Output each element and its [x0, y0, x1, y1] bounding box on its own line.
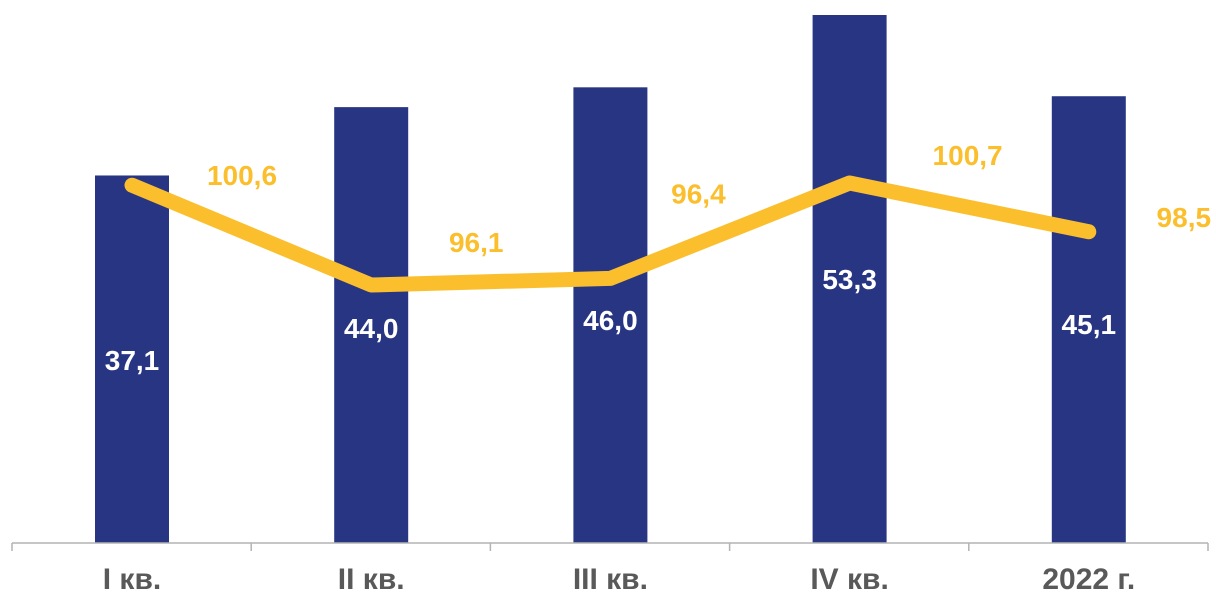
bar-value-label: 45,1 — [1062, 309, 1117, 340]
bar-data-labels: 37,1 44,0 46,0 53,3 45,1 — [105, 264, 1116, 376]
line-value-label: 98,5 — [1157, 202, 1212, 233]
bar — [1051, 96, 1126, 543]
bar-value-label: 37,1 — [105, 345, 160, 376]
x-tick-label: II кв. — [338, 563, 405, 592]
x-tick-label: III кв. — [573, 563, 648, 592]
bar-value-label: 53,3 — [822, 264, 877, 295]
x-axis: I кв. II кв. III кв. IV кв. 2022 г. — [11, 542, 1209, 592]
bar-series — [95, 15, 1126, 544]
x-tick-label: 2022 г. — [1042, 563, 1135, 592]
x-tick-label: IV кв. — [810, 563, 888, 592]
bar-value-label: 46,0 — [583, 305, 638, 336]
line-path — [124, 175, 1097, 293]
line-value-label: 100,7 — [933, 140, 1003, 171]
bar-value-label: 44,0 — [344, 313, 399, 344]
x-tick-label: I кв. — [103, 563, 161, 592]
bar — [334, 107, 409, 544]
line-value-label: 96,1 — [449, 227, 504, 258]
bar — [812, 15, 887, 543]
line-data-labels: 100,6 96,1 96,4 100,7 98,5 — [207, 140, 1211, 258]
bar — [95, 175, 169, 544]
line-series — [124, 175, 1097, 293]
bar — [573, 87, 648, 544]
line-value-label: 100,6 — [207, 160, 277, 191]
line-value-label: 96,4 — [671, 178, 726, 209]
